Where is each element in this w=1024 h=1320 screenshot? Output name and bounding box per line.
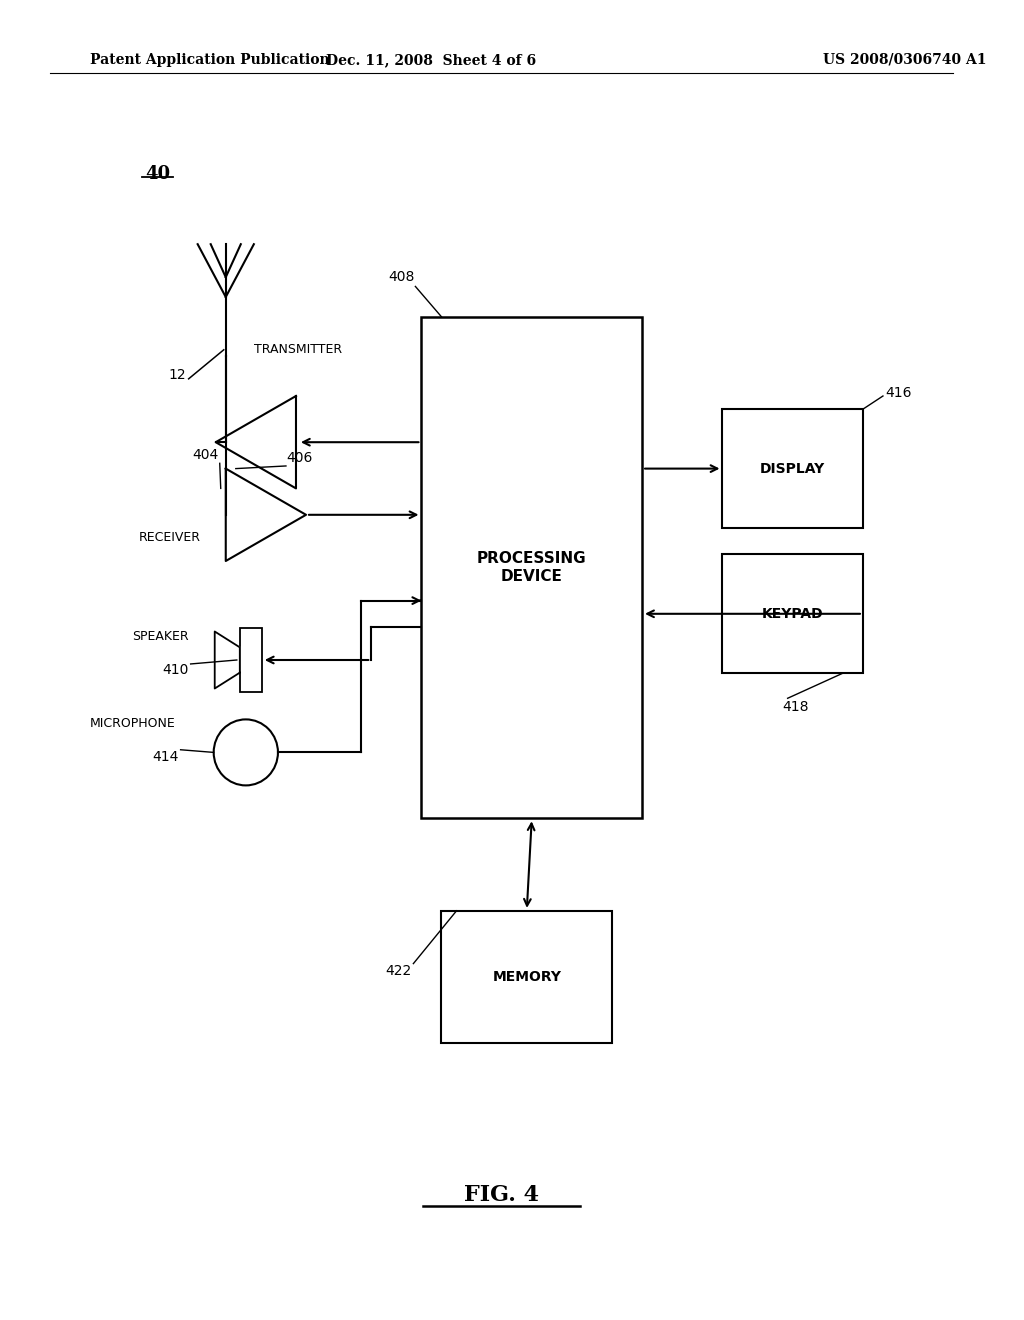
Text: 12: 12	[168, 368, 185, 381]
Text: TRANSMITTER: TRANSMITTER	[254, 343, 342, 356]
Text: 40: 40	[145, 165, 171, 183]
Text: 404: 404	[193, 447, 219, 462]
Text: SPEAKER: SPEAKER	[132, 630, 188, 643]
Text: 410: 410	[162, 663, 188, 677]
Text: 406: 406	[286, 450, 312, 465]
Text: 408: 408	[388, 269, 415, 284]
Text: US 2008/0306740 A1: US 2008/0306740 A1	[822, 53, 986, 67]
Polygon shape	[216, 396, 296, 488]
FancyBboxPatch shape	[240, 628, 262, 692]
Text: Dec. 11, 2008  Sheet 4 of 6: Dec. 11, 2008 Sheet 4 of 6	[327, 53, 537, 67]
Text: FIG. 4: FIG. 4	[464, 1184, 540, 1205]
Text: MICROPHONE: MICROPHONE	[90, 717, 175, 730]
Text: 418: 418	[782, 700, 809, 714]
FancyBboxPatch shape	[722, 554, 863, 673]
Text: DISPLAY: DISPLAY	[760, 462, 825, 475]
FancyBboxPatch shape	[441, 911, 612, 1043]
FancyBboxPatch shape	[722, 409, 863, 528]
Text: PROCESSING
DEVICE: PROCESSING DEVICE	[477, 552, 587, 583]
Text: 414: 414	[153, 750, 178, 764]
Text: RECEIVER: RECEIVER	[138, 531, 201, 544]
Text: KEYPAD: KEYPAD	[762, 607, 823, 620]
Text: 416: 416	[885, 387, 911, 400]
Polygon shape	[215, 631, 240, 689]
Text: Patent Application Publication: Patent Application Publication	[90, 53, 330, 67]
Text: 422: 422	[385, 964, 412, 978]
FancyBboxPatch shape	[422, 317, 642, 818]
Polygon shape	[225, 469, 306, 561]
Text: MEMORY: MEMORY	[493, 970, 561, 983]
